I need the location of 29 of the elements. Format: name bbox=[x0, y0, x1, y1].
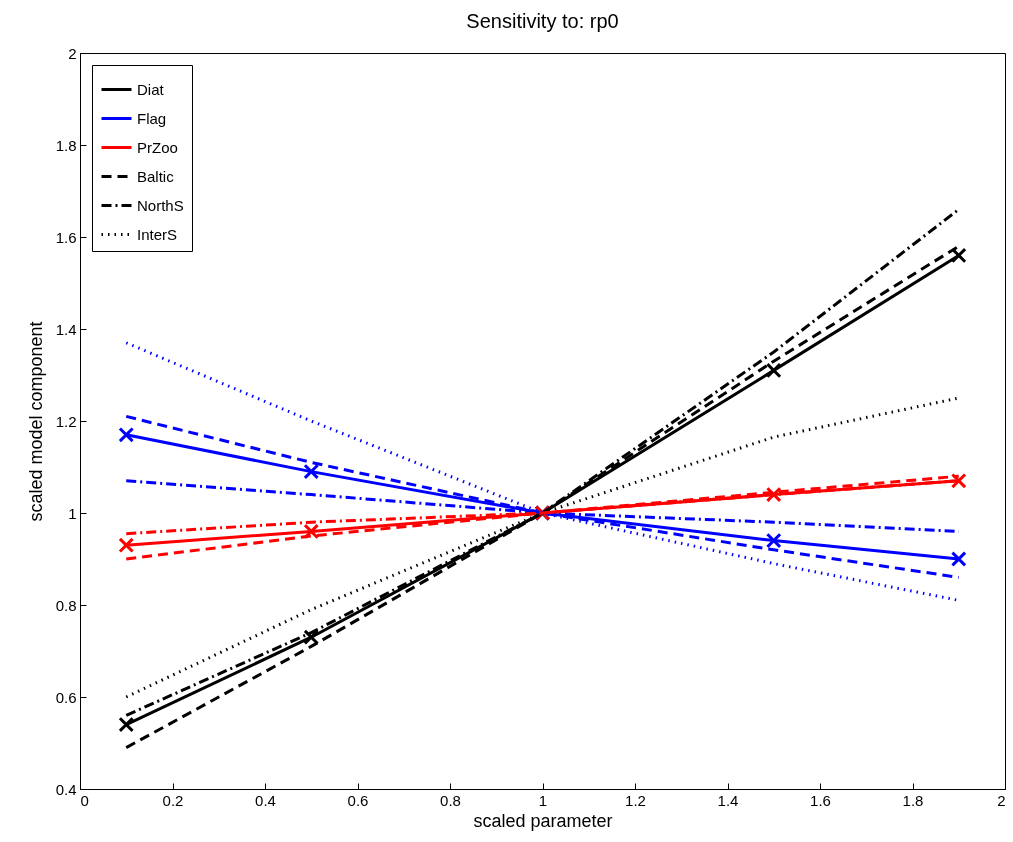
y-tick-label: 1.2 bbox=[55, 412, 77, 430]
x-tick-label: 0.2 bbox=[162, 791, 184, 809]
x-tick-label: 1 bbox=[538, 791, 548, 809]
y-tick-label: 1.4 bbox=[55, 320, 77, 338]
x-tick-label: 1.6 bbox=[810, 791, 831, 809]
legend-label: PrZoo bbox=[137, 138, 178, 156]
x-axis-title: scaled parameter bbox=[473, 810, 613, 831]
legend-label: NorthS bbox=[137, 196, 184, 214]
legend-label: Flag bbox=[137, 109, 167, 127]
x-tick-label: 1.4 bbox=[717, 791, 739, 809]
x-tick-label: 2 bbox=[997, 791, 1006, 809]
x-tick-label: 1.2 bbox=[625, 791, 646, 809]
y-tick-label: 1.6 bbox=[55, 228, 77, 246]
chart-title: Sensitivity to: rp0 bbox=[466, 10, 619, 32]
y-tick-label: 0.8 bbox=[55, 596, 77, 614]
y-axis-title: scaled model component bbox=[25, 321, 46, 522]
x-tick-label: 1.8 bbox=[902, 791, 924, 809]
y-tick-label: 1.8 bbox=[55, 136, 77, 154]
legend-label: InterS bbox=[137, 225, 178, 243]
x-tick-label: 0.8 bbox=[440, 791, 461, 809]
y-tick-label: 0.4 bbox=[55, 780, 77, 798]
x-tick-label: 0.6 bbox=[347, 791, 369, 809]
legend-label: Diat bbox=[137, 80, 165, 98]
x-tick-label: 0 bbox=[80, 791, 89, 809]
legend-label: Baltic bbox=[137, 167, 175, 185]
y-tick-label: 0.6 bbox=[55, 688, 77, 706]
x-tick-label: 0.4 bbox=[255, 791, 276, 809]
y-tick-label: 1 bbox=[68, 504, 77, 522]
y-tick-label: 2 bbox=[68, 44, 77, 62]
